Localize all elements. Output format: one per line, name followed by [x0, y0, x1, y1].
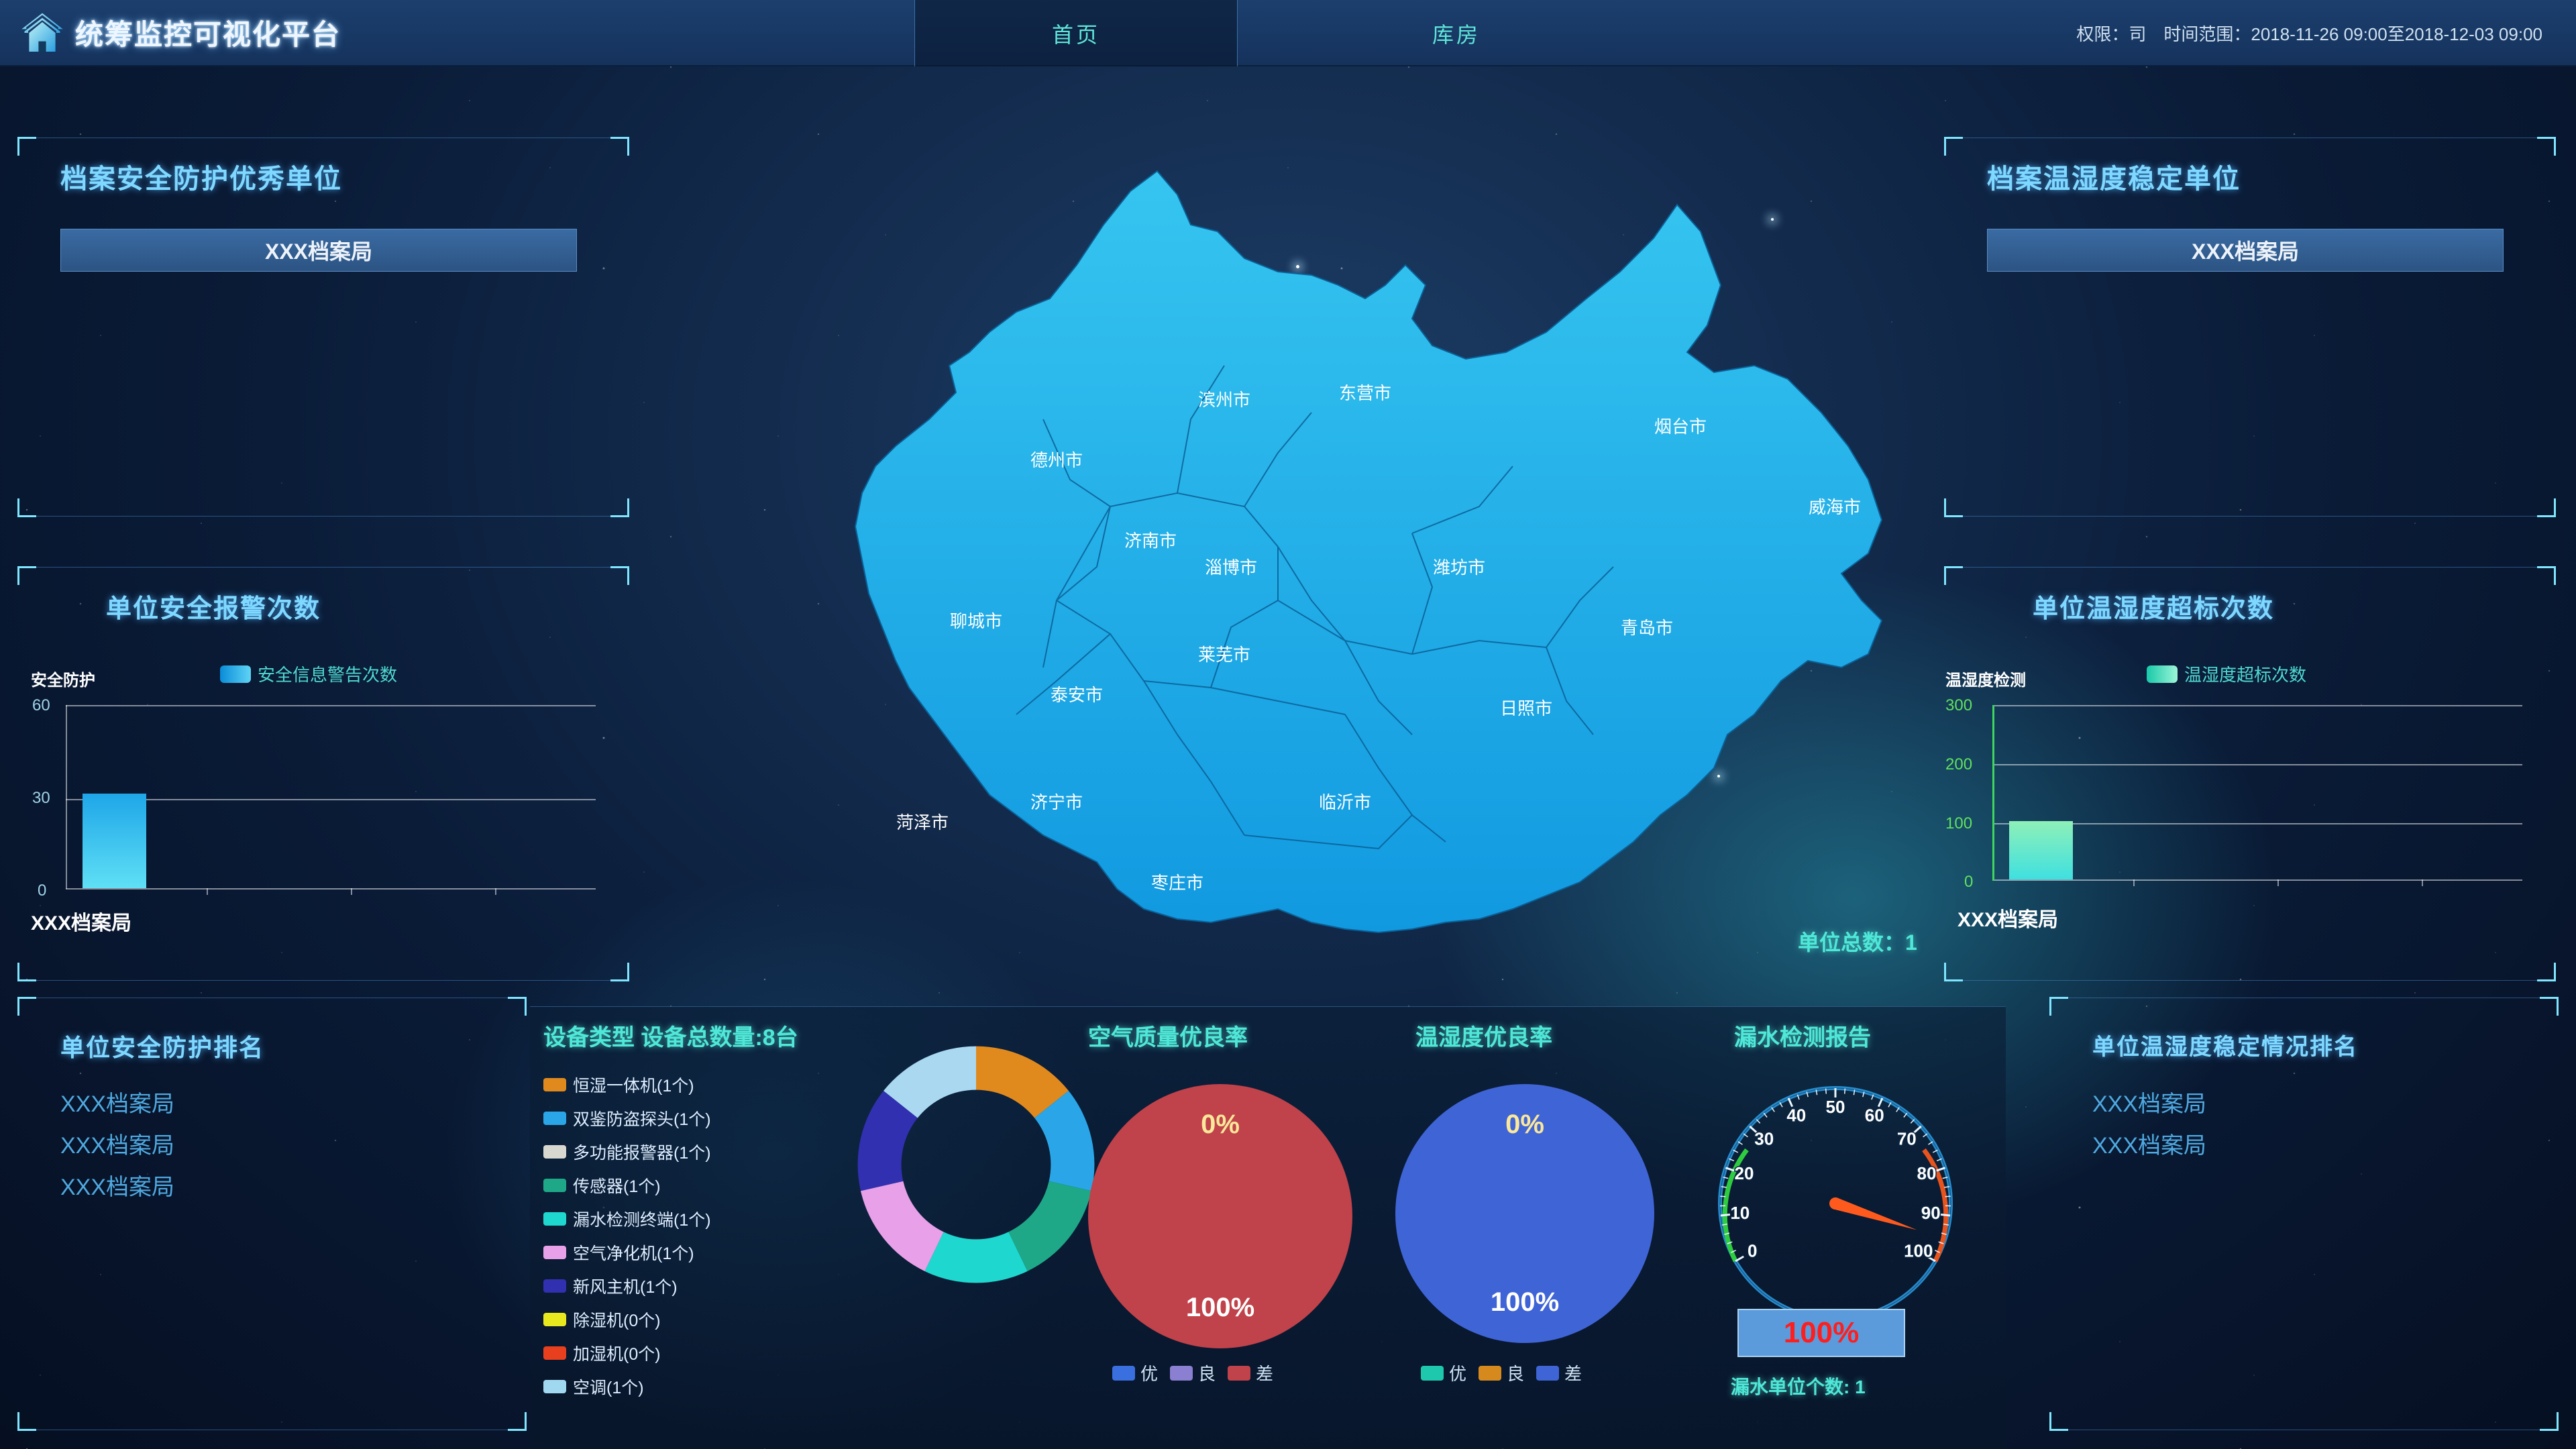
svg-text:40: 40 — [1786, 1105, 1806, 1125]
svg-text:70: 70 — [1897, 1128, 1917, 1148]
svg-text:60: 60 — [1865, 1105, 1884, 1125]
svg-text:聊城市: 聊城市 — [950, 611, 1002, 631]
svg-text:90: 90 — [1921, 1203, 1941, 1223]
svg-text:菏泽市: 菏泽市 — [896, 812, 949, 833]
svg-text:济宁市: 济宁市 — [1030, 792, 1083, 812]
svg-text:50: 50 — [1826, 1097, 1845, 1117]
svg-text:莱芜市: 莱芜市 — [1198, 645, 1250, 665]
svg-text:80: 80 — [1917, 1163, 1937, 1183]
svg-text:济南市: 济南市 — [1124, 531, 1177, 551]
svg-text:淄博市: 淄博市 — [1205, 557, 1257, 578]
svg-text:泰安市: 泰安市 — [1051, 685, 1103, 705]
svg-text:20: 20 — [1735, 1163, 1754, 1183]
svg-text:滨州市: 滨州市 — [1198, 390, 1250, 410]
svg-text:烟台市: 烟台市 — [1654, 417, 1707, 437]
svg-text:青岛市: 青岛市 — [1621, 618, 1673, 638]
svg-text:临沂市: 临沂市 — [1319, 792, 1371, 812]
svg-text:30: 30 — [1754, 1128, 1774, 1148]
svg-text:0: 0 — [1748, 1241, 1757, 1261]
svg-text:10: 10 — [1730, 1203, 1750, 1223]
svg-text:日照市: 日照市 — [1500, 698, 1552, 718]
svg-text:枣庄市: 枣庄市 — [1151, 873, 1203, 893]
svg-text:德州市: 德州市 — [1030, 450, 1083, 470]
svg-text:威海市: 威海市 — [1809, 497, 1861, 517]
svg-text:潍坊市: 潍坊市 — [1433, 557, 1485, 578]
svg-text:东营市: 东营市 — [1339, 383, 1391, 403]
svg-text:100: 100 — [1904, 1241, 1933, 1261]
